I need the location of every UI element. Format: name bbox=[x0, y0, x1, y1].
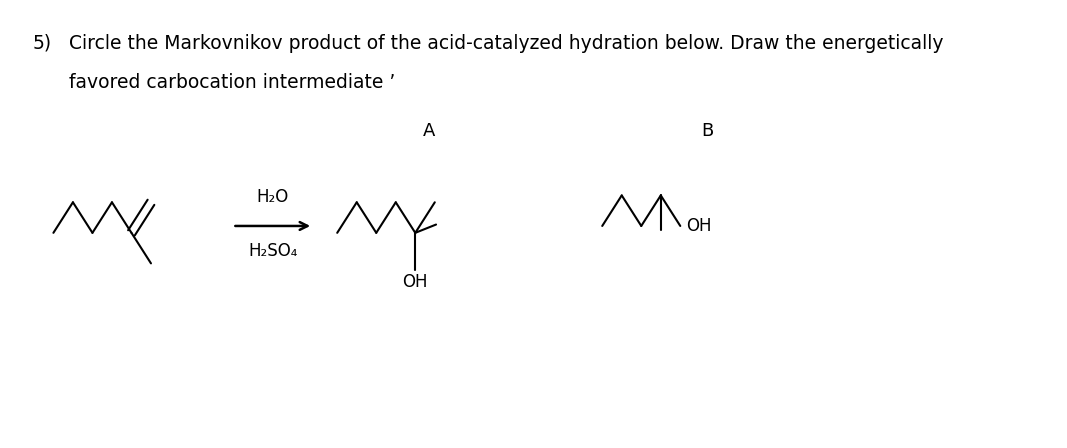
Text: OH: OH bbox=[686, 217, 712, 235]
Text: A: A bbox=[424, 122, 435, 140]
Text: Circle the Markovnikov product of the acid-catalyzed hydration below. Draw the e: Circle the Markovnikov product of the ac… bbox=[68, 34, 943, 52]
Text: H₂O: H₂O bbox=[257, 188, 289, 207]
Text: 5): 5) bbox=[33, 34, 52, 52]
Text: favored carbocation intermediate ’: favored carbocation intermediate ’ bbox=[68, 73, 395, 92]
Text: OH: OH bbox=[402, 273, 428, 291]
Text: B: B bbox=[701, 122, 713, 140]
Text: H₂SO₄: H₂SO₄ bbox=[248, 241, 298, 260]
